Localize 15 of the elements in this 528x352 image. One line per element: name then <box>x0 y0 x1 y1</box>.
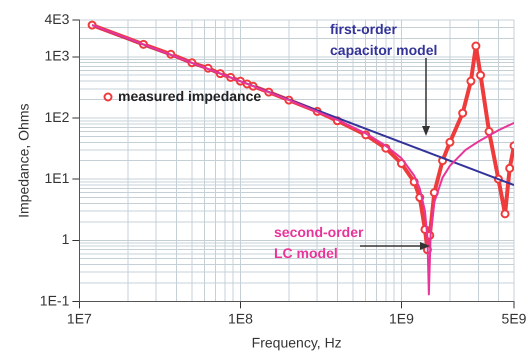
text: first-order capacitor model <box>330 20 438 58</box>
y-tick-label: 1E2 <box>44 108 70 125</box>
x-tick-label: 1E7 <box>66 310 92 327</box>
x-tick-label: 5E9 <box>502 310 527 327</box>
y-axis-title: Impedance, Ohms <box>15 104 32 218</box>
text: second-order LC model <box>274 224 364 261</box>
x-tick-label: 1E9 <box>388 310 414 327</box>
y-tick-label: 4E3 <box>44 10 70 27</box>
x-axis-title: Frequency, Hz <box>252 334 342 350</box>
x-tick-label: 1E8 <box>228 310 254 327</box>
y-tick-label: 1 <box>62 231 70 248</box>
y-tick-label: 1E3 <box>44 48 70 64</box>
legend-label: measured impedance <box>118 88 262 104</box>
y-tick-label: 1E1 <box>44 170 70 186</box>
y-tick-label: 1E-1 <box>40 292 70 308</box>
